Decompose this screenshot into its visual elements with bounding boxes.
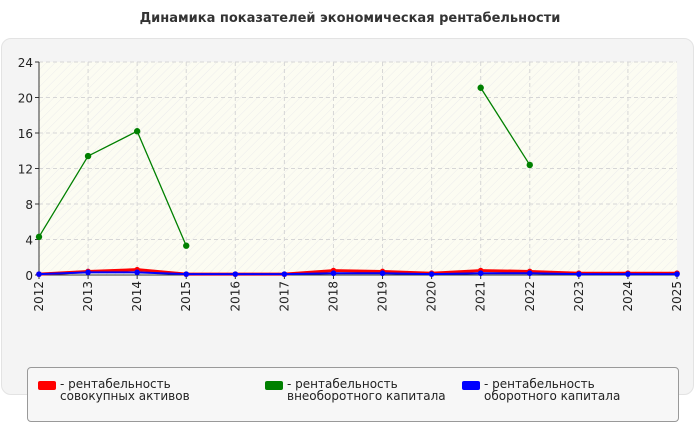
series-2-point	[35, 233, 43, 241]
y-tick-label: 16	[18, 127, 33, 141]
series-3-point	[379, 270, 386, 277]
series-2-point	[526, 161, 533, 169]
legend-swatch-green	[265, 381, 283, 390]
series-2-point	[183, 242, 190, 249]
x-tick-label: 2013	[81, 281, 95, 312]
legend-label: - рентабельность оборотного капитала	[484, 377, 621, 403]
x-tick-label: 2025	[670, 281, 684, 312]
series-3-point	[428, 271, 435, 277]
series-3-point	[625, 271, 631, 277]
chart-panel: 0 4 8 12 16 20 24 2012 2013 2014 2015 2016 2017 2018 2…	[1, 38, 694, 422]
legend: - рентабельность совокупных активов - ре…	[27, 367, 679, 422]
series-2-point	[477, 84, 484, 91]
y-tick-label: 20	[18, 92, 33, 106]
series-3-point	[134, 269, 140, 276]
series-3-point	[183, 271, 190, 277]
x-tick-label: 2016	[228, 281, 242, 312]
y-tick-label: 0	[25, 269, 33, 283]
x-tick-label: 2014	[130, 281, 144, 312]
series-3-point	[477, 270, 484, 277]
x-tick-label: 2019	[376, 281, 390, 312]
series-line-3	[38, 271, 677, 276]
x-tick-label: 2024	[621, 281, 635, 312]
series-3-point	[526, 270, 533, 277]
series-line-2	[480, 87, 531, 166]
y-tick-label: 12	[18, 163, 33, 177]
x-tick-label: 2020	[425, 281, 439, 312]
series-3-point	[330, 270, 337, 277]
legend-swatch-red	[38, 381, 56, 390]
chart-title: Динамика показателей экономическая рента…	[139, 11, 561, 26]
legend-label: - рентабельность совокупных активов	[60, 377, 190, 403]
series-3-point	[232, 271, 239, 277]
series-line-1	[38, 268, 677, 276]
series-line-2	[38, 130, 187, 246]
x-tick-label: 2021	[474, 281, 488, 312]
legend-swatch-blue	[462, 381, 480, 390]
x-tick-label: 2022	[523, 281, 537, 312]
x-tick-label: 2012	[32, 281, 46, 312]
series-3-point	[36, 271, 42, 277]
y-tick-label: 24	[18, 56, 33, 70]
x-tick-label: 2018	[326, 281, 340, 312]
x-tick-label: 2015	[179, 281, 193, 312]
series-2-point	[133, 128, 141, 135]
legend-label: - рентабельность внеоборотного капитала	[287, 377, 446, 403]
x-tick-label: 2023	[572, 281, 586, 312]
x-tick-label: 2017	[277, 281, 291, 312]
series-3-point	[281, 271, 288, 277]
series-3-point	[674, 271, 680, 277]
y-tick-label: 8	[25, 198, 33, 212]
y-tick-label: 4	[25, 234, 33, 248]
series-2-point	[84, 152, 92, 160]
series-3-point	[576, 271, 582, 277]
series-3-point	[85, 269, 91, 276]
